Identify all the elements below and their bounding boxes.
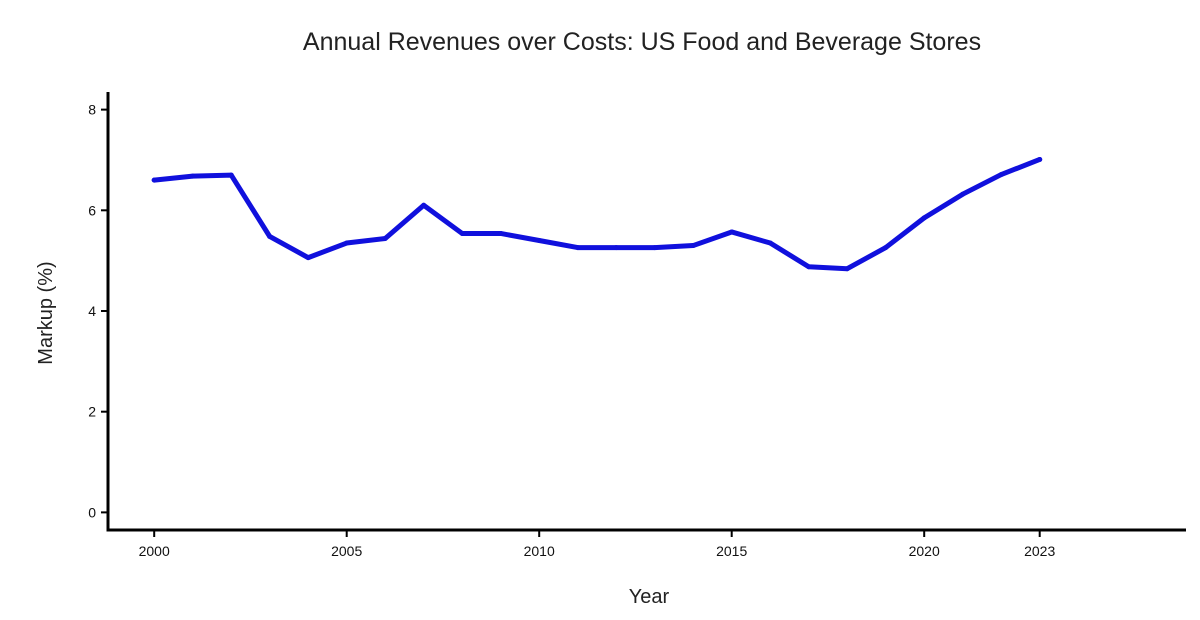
y-tick-label: 4 (88, 303, 96, 319)
data-point (690, 243, 696, 249)
y-tick-label: 2 (88, 404, 96, 420)
x-tick-label: 2010 (524, 543, 555, 559)
data-point (844, 266, 850, 272)
x-tick-label: 2020 (909, 543, 940, 559)
plot-area: 0 2 4 6 8 2000 2005 2010 2015 2020 2023 (88, 92, 1186, 559)
series-layer (151, 156, 1043, 272)
chart-title: Annual Revenues over Costs: US Food and … (303, 28, 981, 56)
y-tick-label: 0 (88, 504, 96, 520)
data-point (228, 172, 234, 178)
data-point (806, 264, 812, 270)
x-tick-label: 2015 (716, 543, 747, 559)
data-point (344, 240, 350, 246)
y-axis-ticks: 0 2 4 6 8 (88, 102, 108, 520)
data-point (382, 236, 388, 242)
data-point (613, 245, 619, 251)
data-point (305, 255, 311, 261)
data-point (652, 245, 658, 251)
data-point (1037, 156, 1043, 162)
x-tick-label: 2005 (331, 543, 362, 559)
data-point (729, 229, 735, 235)
data-point (575, 245, 581, 251)
data-point (960, 191, 966, 197)
data-point (921, 215, 927, 221)
data-point (998, 172, 1004, 178)
data-point (767, 240, 773, 246)
data-point (498, 230, 504, 236)
data-point (459, 230, 465, 236)
x-tick-label: 2023 (1024, 543, 1055, 559)
x-tick-label: 2000 (139, 543, 170, 559)
x-axis-ticks: 2000 2005 2010 2015 2020 2023 (139, 530, 1055, 559)
data-point (190, 173, 196, 179)
data-point (151, 177, 157, 183)
data-point (883, 245, 889, 251)
y-tick-label: 6 (88, 202, 96, 218)
markup-series-line (151, 156, 1043, 272)
data-point (267, 233, 273, 239)
y-axis-title: Markup (%) (35, 261, 57, 364)
data-point (421, 202, 427, 208)
data-point (536, 238, 542, 244)
y-tick-label: 8 (88, 102, 96, 118)
x-axis-title: Year (629, 586, 670, 608)
